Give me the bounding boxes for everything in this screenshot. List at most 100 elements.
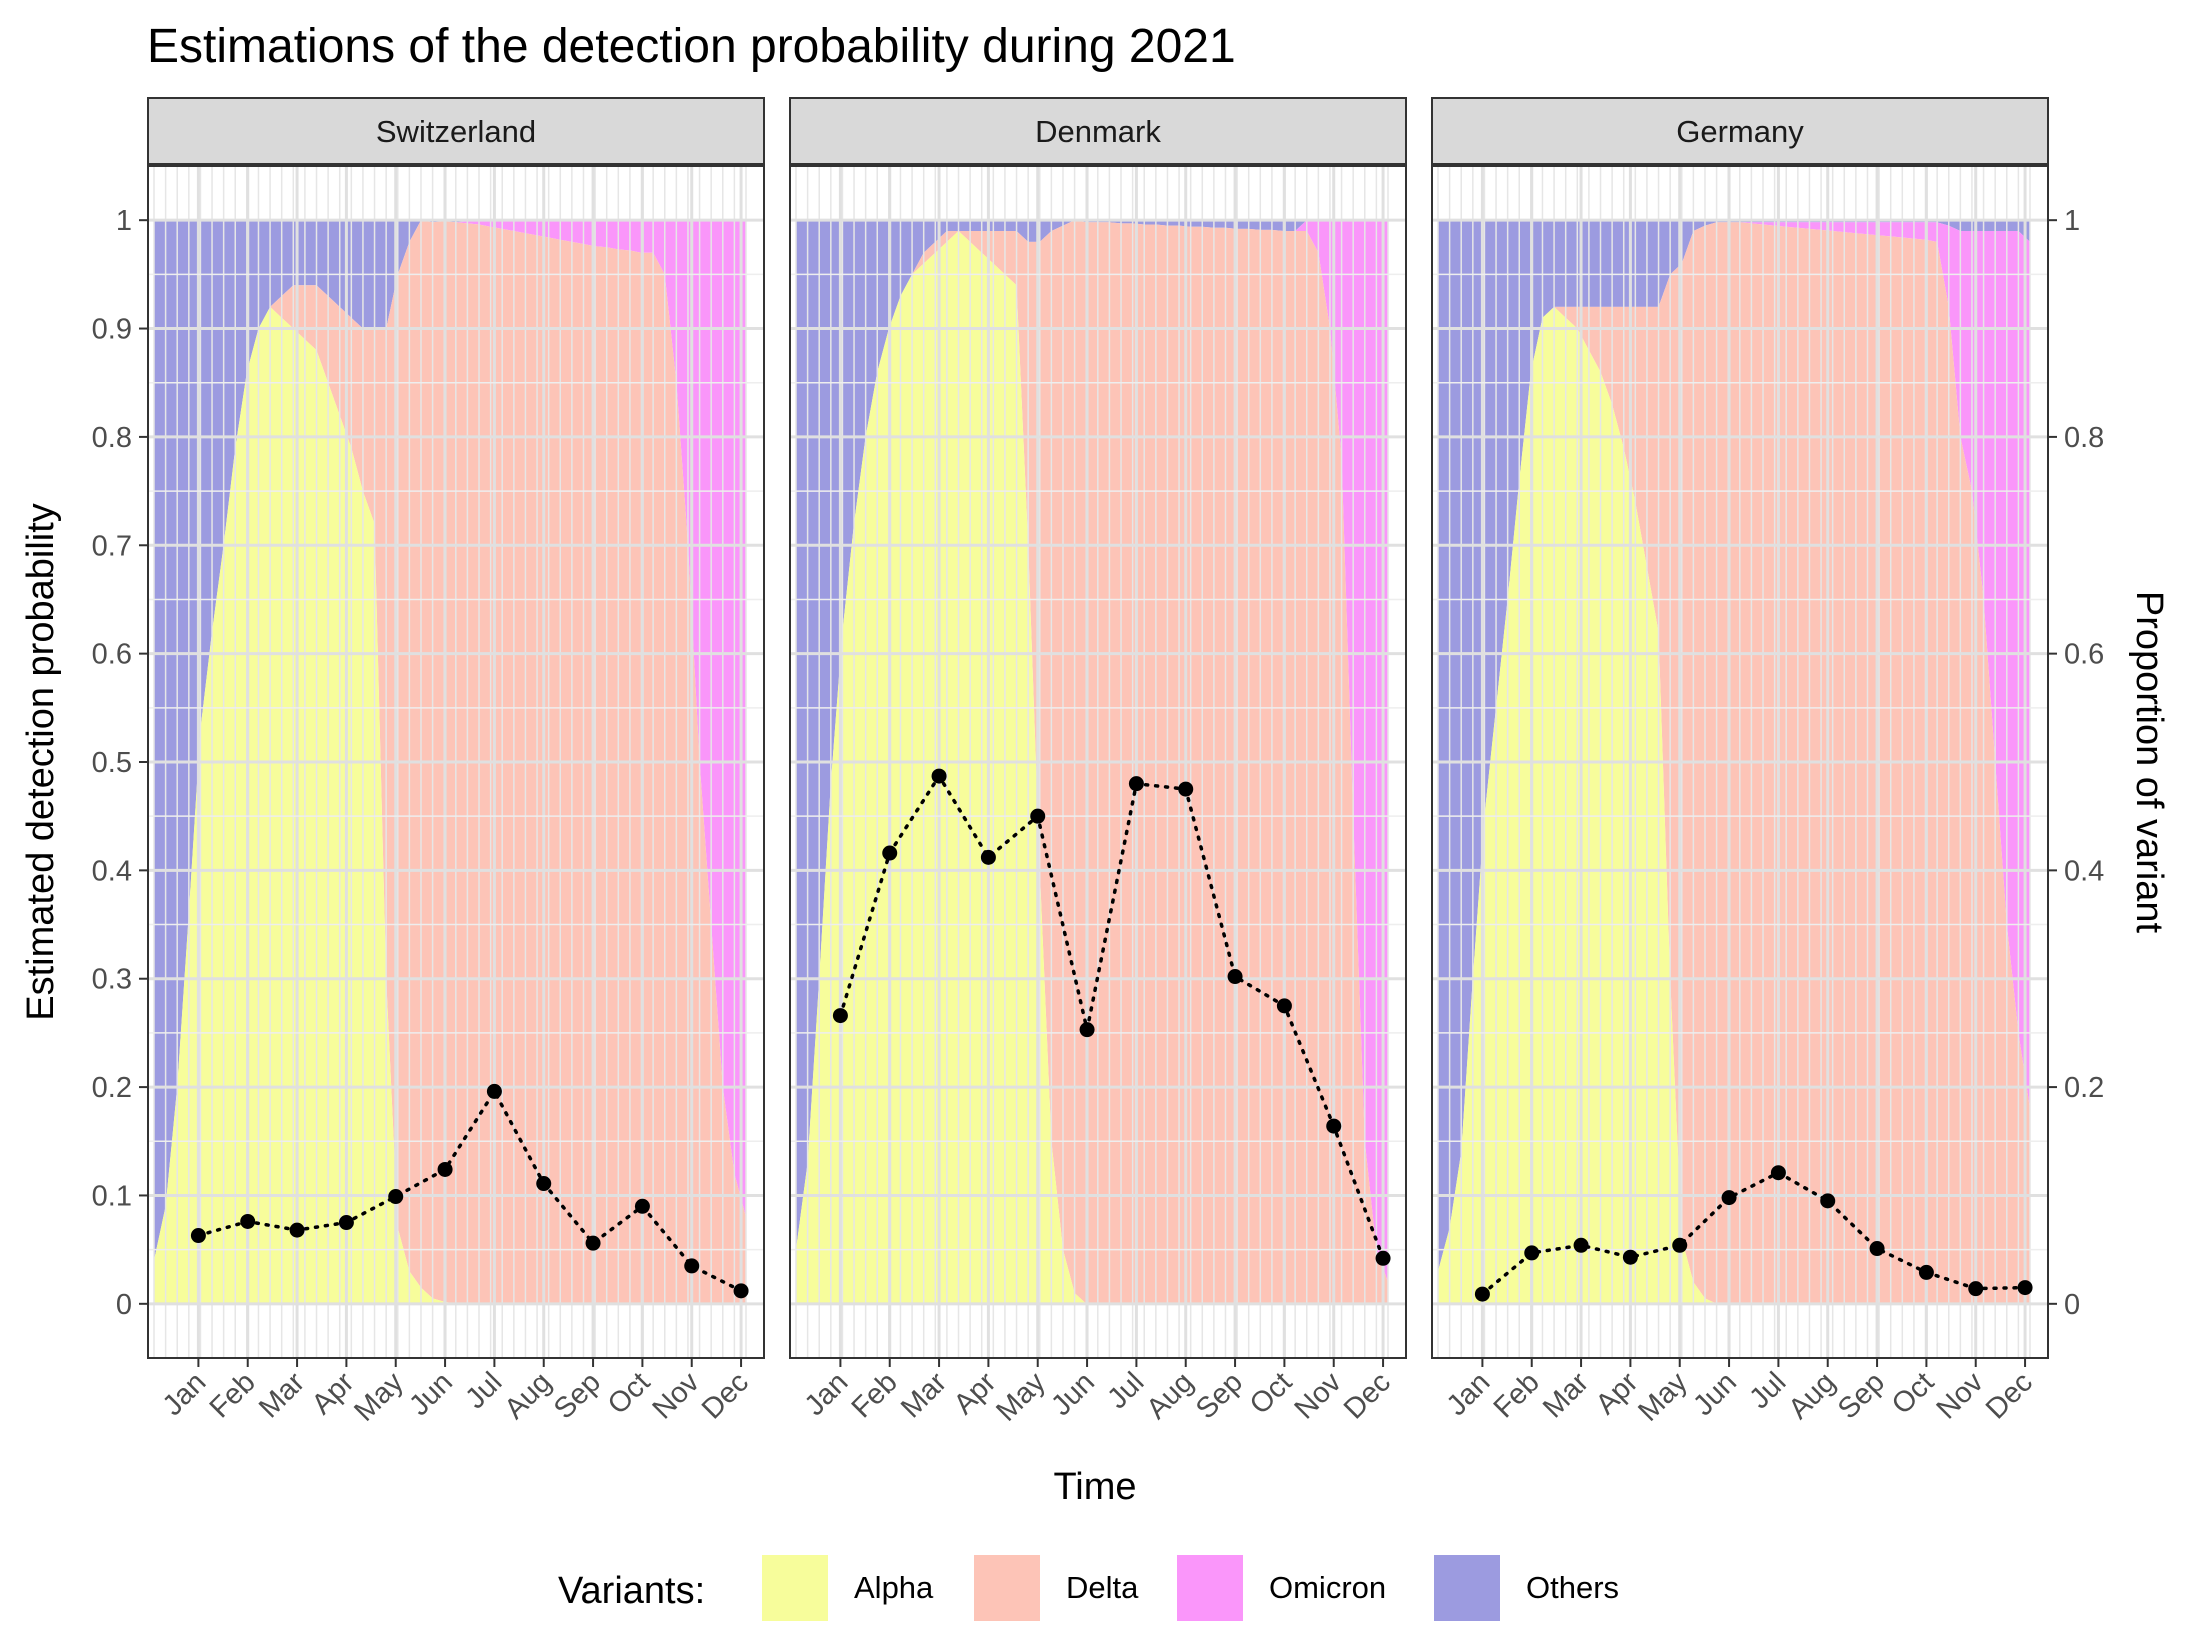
x-tick-label: Aug	[1783, 1366, 1842, 1425]
strip-label: Denmark	[1035, 114, 1161, 149]
legend-label-others: Others	[1526, 1570, 1619, 1605]
legend-label-delta: Delta	[1066, 1570, 1139, 1605]
area-omicron	[154, 220, 746, 1261]
x-tick-label: Jun	[1687, 1366, 1743, 1422]
x-tick-label: Nov	[1931, 1366, 1990, 1425]
detection-point	[684, 1258, 700, 1274]
x-tick-label: Nov	[1289, 1366, 1348, 1425]
detection-point	[1128, 776, 1144, 792]
panel-border	[1431, 165, 2049, 1359]
detection-point	[1622, 1249, 1638, 1265]
detection-point	[882, 845, 898, 861]
x-tick-label: Jan	[157, 1366, 213, 1422]
area-alpha	[1438, 306, 2030, 1304]
x-tick-label: Apr	[306, 1366, 361, 1421]
x-tick-label: Feb	[1488, 1366, 1546, 1424]
legend-key-alpha	[762, 1555, 828, 1621]
detection-series	[1474, 1165, 2033, 1302]
y2-tick-label: 0	[2064, 1289, 2080, 1321]
detection-point	[1672, 1237, 1688, 1253]
strip-germany	[1431, 97, 2049, 165]
x-tick-label: Oct	[602, 1366, 657, 1421]
detection-point	[486, 1083, 502, 1099]
legend-key-delta	[974, 1555, 1040, 1621]
x-tick-label: Jul	[1102, 1366, 1151, 1415]
x-tick-label: May	[1632, 1366, 1694, 1428]
detection-series	[832, 768, 1391, 1266]
x-tick-label: Oct	[1886, 1366, 1941, 1421]
x-tick-label: Dec	[1338, 1366, 1397, 1425]
x-tick-label: Dec	[1980, 1366, 2039, 1425]
legend-key-omicron	[1177, 1555, 1243, 1621]
detection-point	[1573, 1237, 1589, 1253]
detection-point	[289, 1222, 305, 1238]
detection-point	[1721, 1190, 1737, 1206]
y-tick-label: 0.3	[92, 964, 132, 996]
legend-label-omicron: Omicron	[1269, 1570, 1386, 1605]
legend-label-alpha: Alpha	[854, 1570, 934, 1605]
detection-line	[838, 772, 1385, 1261]
detection-point	[931, 768, 947, 784]
detection-point	[832, 1008, 848, 1024]
y-tick-label: 0.9	[92, 314, 132, 346]
detection-point	[1375, 1250, 1391, 1266]
detection-point	[1968, 1281, 1984, 1297]
y-tick-label: 0	[116, 1289, 132, 1321]
x-tick-label: Mar	[1537, 1366, 1595, 1424]
area-others	[154, 220, 746, 1261]
y-tick-label: 0.1	[92, 1180, 132, 1212]
x-tick-label: Feb	[846, 1366, 904, 1424]
detection-line	[196, 1087, 743, 1293]
detection-point	[536, 1176, 552, 1192]
y-axis-secondary-title: Proportion of variant	[2128, 591, 2170, 934]
y-tick-label: 0.4	[92, 855, 132, 887]
chart-title: Estimations of the detection probability…	[147, 20, 1236, 73]
x-tick-label: Sep	[1832, 1366, 1891, 1425]
y-axis-right: 0 0.2 0.4 0.6 0.8 1	[2048, 205, 2104, 1321]
y-tick-label: 0.2	[92, 1072, 132, 1104]
y-tick-label: 0.8	[92, 422, 132, 454]
x-tick-label: Sep	[548, 1366, 607, 1425]
area-alpha	[154, 306, 746, 1304]
x-tick-label: Feb	[204, 1366, 262, 1424]
strip-label: Switzerland	[376, 114, 536, 149]
detection-point	[1770, 1165, 1786, 1181]
y-axis-title: Estimated detection probability	[20, 503, 62, 1021]
grid	[148, 166, 764, 1358]
x-tick-label: Mar	[895, 1366, 953, 1424]
y-axis-left: 0 0.1 0.2 0.3 0.4 0.5 0.6 0.7 0.8 0.9 1	[92, 205, 148, 1321]
detection-point	[733, 1283, 749, 1299]
strip-denmark	[789, 97, 1407, 165]
x-tick-label: Jun	[1045, 1366, 1101, 1422]
x-tick-label: Jan	[799, 1366, 855, 1422]
detection-point	[980, 849, 996, 865]
detection-point	[338, 1215, 354, 1231]
detection-line	[1480, 1170, 2027, 1296]
grid	[1432, 166, 2048, 1358]
detection-point	[1524, 1245, 1540, 1261]
y-tick-label: 1	[116, 205, 132, 237]
y2-tick-label: 0.2	[2064, 1072, 2104, 1104]
detection-point	[1918, 1264, 1934, 1280]
x-tick-label: Aug	[499, 1366, 558, 1425]
detection-point	[1227, 969, 1243, 985]
legend: Variants: Alpha Delta Omicron Others	[558, 1555, 1619, 1621]
x-tick-label: Jan	[1441, 1366, 1497, 1422]
y2-tick-label: 1	[2064, 205, 2080, 237]
x-tick-label: Apr	[1590, 1366, 1645, 1421]
y2-tick-label: 0.8	[2064, 422, 2104, 454]
x-tick-label: Jul	[1744, 1366, 1793, 1415]
legend-key-others	[1434, 1555, 1500, 1621]
detection-point	[1276, 998, 1292, 1014]
detection-point	[1474, 1286, 1490, 1302]
strip-switzerland	[147, 97, 765, 165]
detection-point	[2017, 1280, 2033, 1296]
grid	[790, 166, 1406, 1358]
x-tick-label: Jul	[460, 1366, 509, 1415]
detection-point	[190, 1228, 206, 1244]
